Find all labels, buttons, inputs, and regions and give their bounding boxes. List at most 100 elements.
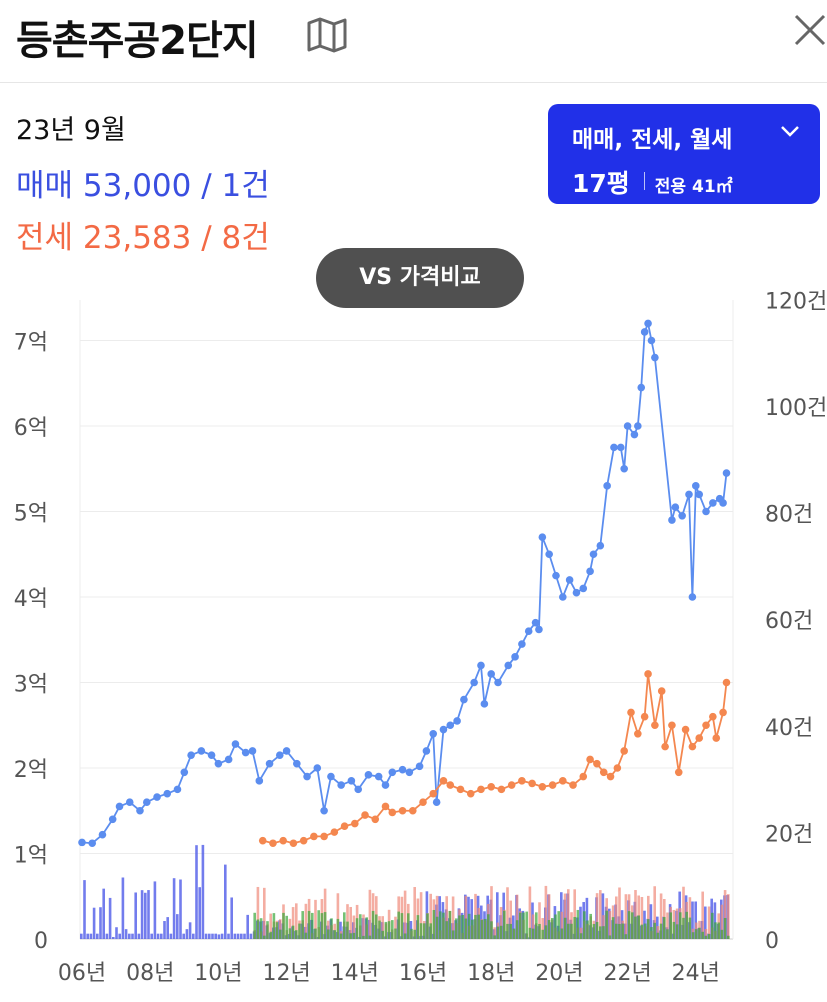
data-point — [634, 422, 642, 430]
volume-bar-sale — [156, 933, 160, 939]
x-tick-label: 12년 — [262, 961, 310, 986]
data-point — [207, 751, 216, 759]
volume-bar-jeonse — [701, 891, 704, 939]
data-point — [405, 768, 414, 777]
vs-compare-button[interactable]: VS 가격비교 — [316, 248, 524, 308]
volume-bar-rent — [701, 931, 704, 939]
volume-bar-rent — [634, 916, 637, 939]
volume-bar-jeonse — [394, 916, 397, 939]
volume-bar-rent — [698, 927, 701, 939]
data-point — [320, 806, 328, 815]
volume-bar-sale — [233, 933, 237, 939]
volume-bar-rent — [509, 923, 512, 939]
volume-bar-sale — [118, 933, 121, 939]
volume-bar-rent — [547, 920, 551, 939]
volume-bar-rent — [656, 932, 660, 939]
volume-bar-rent — [499, 925, 503, 939]
size-info: 17평 전용 41㎡ — [572, 164, 733, 200]
volume-bar-rent — [355, 918, 359, 939]
data-point — [640, 328, 649, 336]
data-point — [265, 759, 274, 768]
data-point — [548, 781, 557, 789]
volume-bar-rent — [538, 923, 541, 939]
volume-bar-jeonse — [653, 886, 656, 939]
volume-bar-rent — [439, 911, 442, 939]
volume-bar-rent — [442, 912, 445, 939]
close-icon[interactable] — [790, 10, 827, 50]
volume-bar-rent — [416, 915, 420, 939]
volume-bar-rent — [403, 933, 407, 939]
volume-bar-sale — [131, 933, 134, 939]
data-point — [538, 533, 547, 541]
volume-bar-sale — [80, 933, 83, 939]
volume-bar-sale — [649, 904, 653, 939]
volume-bar-jeonse — [269, 913, 272, 939]
volume-bar-rent — [599, 926, 602, 939]
data-point — [640, 712, 649, 721]
series-line — [262, 673, 728, 845]
data-point — [460, 695, 468, 704]
volume-bar-jeonse — [506, 887, 509, 939]
header: 등촌주공2단지 — [0, 0, 827, 83]
volume-bar-rent — [295, 930, 298, 939]
data-point — [507, 781, 516, 789]
data-point — [712, 734, 721, 742]
volume-bar-rent — [429, 923, 432, 939]
volume-bar-sale — [585, 897, 589, 939]
volume-bar-jeonse — [362, 914, 365, 939]
data-point — [429, 789, 438, 798]
volume-bar-jeonse — [493, 927, 496, 939]
map-icon[interactable] — [306, 16, 348, 54]
volume-bar-sale — [204, 933, 208, 939]
volume-bar-sale — [179, 879, 182, 939]
volume-bar-jeonse — [515, 894, 519, 939]
volume-bar-sale — [144, 892, 147, 939]
data-point — [275, 751, 284, 759]
trade-type-filter-button[interactable]: 매매, 전세, 월세 17평 전용 41㎡ — [548, 104, 820, 204]
volume-bar-rent — [307, 910, 311, 939]
volume-bar-rent — [659, 923, 663, 939]
data-point — [535, 625, 543, 634]
exclusive-area: 전용 41㎡ — [654, 177, 733, 197]
data-point — [258, 836, 267, 845]
volume-bar-rent — [563, 917, 567, 939]
sale-value: 53,000 / 1건 — [82, 168, 270, 204]
volume-bar-sale — [214, 933, 217, 939]
volume-bar-sale — [163, 921, 166, 939]
volume-bar-jeonse — [352, 915, 356, 939]
data-point — [719, 499, 727, 507]
data-point — [593, 759, 601, 768]
data-point — [657, 687, 666, 695]
data-point — [685, 490, 693, 499]
volume-bar-rent — [394, 928, 397, 939]
trade-types: 매매, 전세, 월세 — [572, 127, 733, 153]
volume-bar-rent — [525, 911, 528, 939]
volume-bar-jeonse — [541, 918, 544, 939]
volume-bar-jeonse — [368, 889, 372, 939]
data-point — [303, 772, 311, 781]
volume-bar-rent — [621, 923, 624, 939]
volume-bar-rent — [474, 914, 477, 939]
data-point — [531, 618, 540, 627]
y-right-tick-label: 40건 — [765, 716, 813, 741]
volume-bar-jeonse — [349, 906, 352, 939]
volume-bar-sale — [172, 878, 176, 939]
volume-bar-sale — [691, 901, 694, 939]
volume-bar-rent — [266, 921, 269, 939]
data-point — [518, 777, 526, 785]
volume-bar-rent — [343, 912, 346, 939]
data-point — [702, 507, 710, 516]
x-tick-label: 24년 — [672, 961, 720, 986]
volume-bar-jeonse — [682, 886, 685, 939]
volume-bar-jeonse — [563, 893, 567, 939]
data-point — [351, 819, 359, 828]
data-point — [603, 482, 611, 490]
volume-bar-sale — [112, 936, 115, 939]
data-point — [398, 765, 407, 774]
data-point — [125, 798, 134, 806]
data-point — [163, 789, 172, 798]
volume-bar-rent — [483, 918, 487, 939]
volume-bar-sale — [89, 933, 93, 939]
volume-bar-jeonse — [509, 900, 512, 939]
data-point — [429, 730, 438, 738]
